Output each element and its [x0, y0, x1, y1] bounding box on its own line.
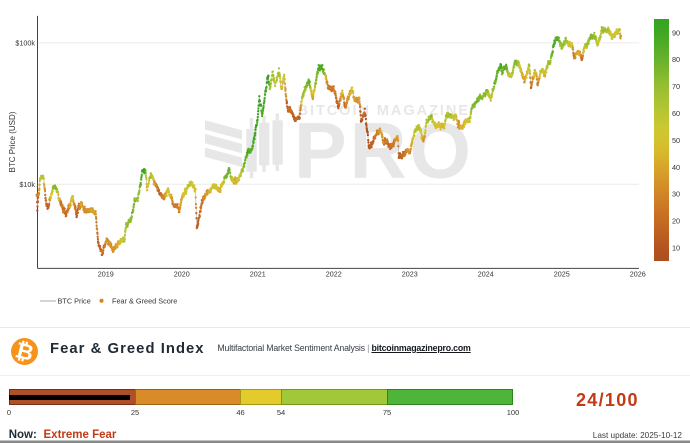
- svg-text:80: 80: [672, 55, 680, 64]
- svg-text:$100k: $100k: [15, 38, 35, 47]
- svg-text:BITCOIN MAGAZINE: BITCOIN MAGAZINE: [298, 103, 469, 119]
- svg-text:2019: 2019: [98, 270, 114, 279]
- svg-text:2023: 2023: [402, 270, 418, 279]
- svg-text:Fear & Greed Score: Fear & Greed Score: [112, 297, 177, 306]
- svg-text:30: 30: [672, 190, 680, 199]
- svg-text:40: 40: [672, 163, 680, 172]
- svg-text:2022: 2022: [326, 270, 342, 279]
- svg-text:BTC Price: BTC Price: [58, 297, 91, 306]
- svg-text:20: 20: [672, 217, 680, 226]
- svg-text:90: 90: [672, 28, 680, 37]
- svg-text:2026: 2026: [630, 270, 646, 279]
- svg-text:60: 60: [672, 109, 680, 118]
- svg-text:2021: 2021: [250, 270, 266, 279]
- svg-text:50: 50: [672, 136, 680, 145]
- svg-text:10: 10: [672, 244, 680, 253]
- svg-text:$10k: $10k: [19, 180, 35, 189]
- svg-text:BTC Price (USD): BTC Price (USD): [8, 111, 17, 172]
- svg-text:2024: 2024: [478, 270, 494, 279]
- svg-text:2020: 2020: [174, 270, 190, 279]
- svg-text:2025: 2025: [554, 270, 570, 279]
- svg-text:70: 70: [672, 82, 680, 91]
- svg-text:PRO: PRO: [294, 106, 471, 195]
